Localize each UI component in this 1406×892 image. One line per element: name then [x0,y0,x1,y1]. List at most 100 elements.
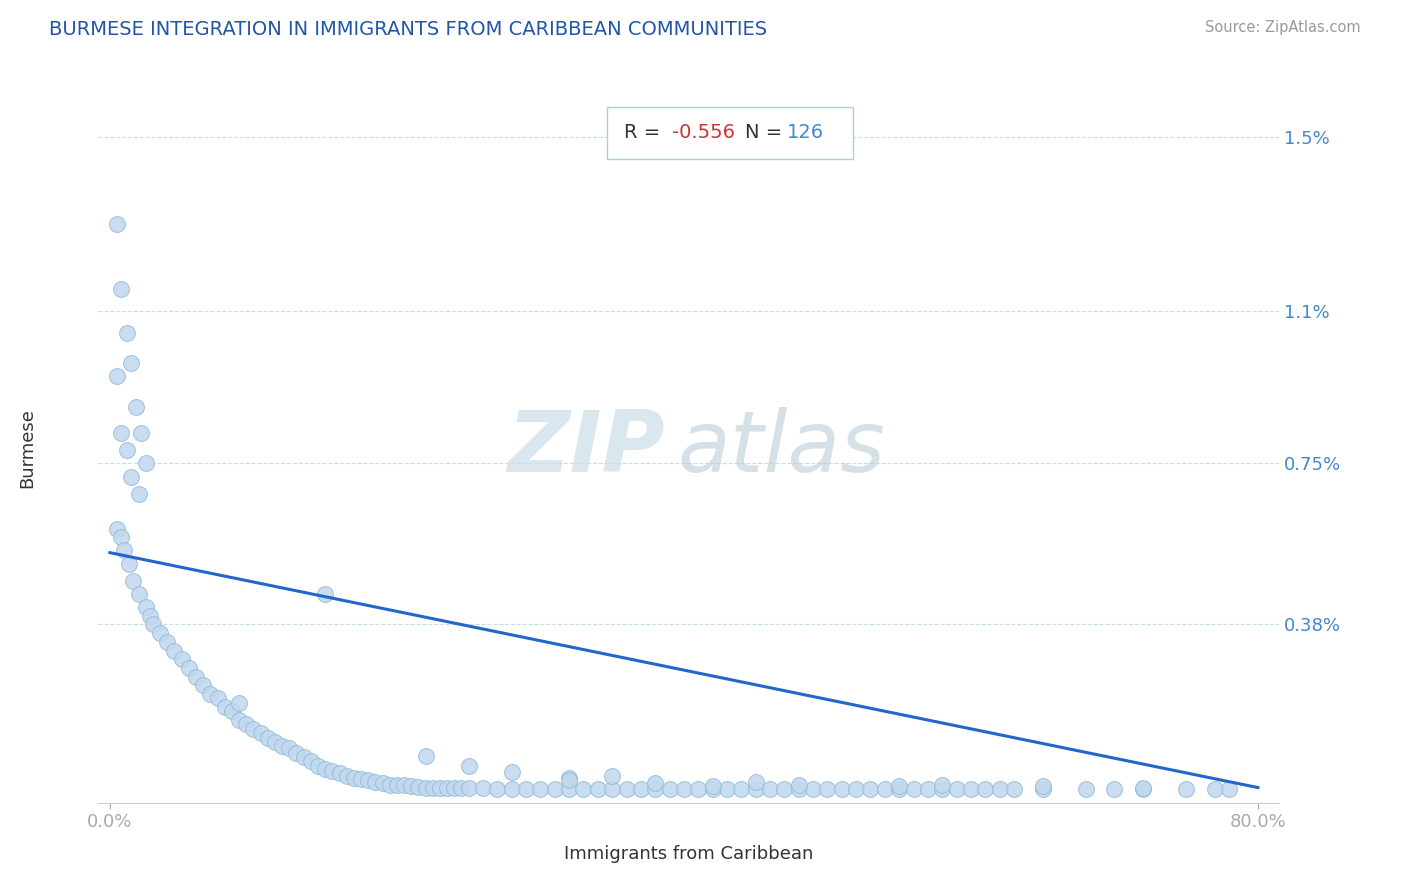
Point [450,781,472,796]
Point [131,425,153,440]
Point [221,705,243,719]
Point [501,781,523,796]
Point [120,469,142,483]
Point [350,772,373,786]
Point [278,741,301,756]
Point [572,781,595,796]
Point [385,778,408,792]
Point [156,635,179,649]
Point [264,735,287,749]
Point [207,691,229,706]
Point [307,759,329,773]
Point [616,782,638,797]
Point [135,600,157,615]
Point [903,782,925,797]
Point [256,731,278,745]
Point [228,696,250,710]
Point [364,775,387,789]
Point [988,782,1011,797]
Point [343,771,366,785]
Point [773,782,796,797]
Point [586,781,609,796]
Point [1204,782,1226,797]
Point [600,781,623,796]
Point [558,781,581,796]
Point [486,781,509,796]
Point [815,782,838,797]
Point [1032,782,1054,797]
Point [457,781,479,796]
Point [105,369,128,384]
Point [744,782,766,797]
Point [436,780,458,795]
Point [149,626,172,640]
Point [759,782,782,797]
Point [960,782,983,797]
Point [401,779,423,793]
Point [831,782,853,797]
Point [115,326,138,340]
Point [630,782,652,797]
Point [228,713,250,727]
Point [110,425,132,440]
Point [1032,779,1054,793]
Point [408,780,430,794]
Point [501,765,523,780]
Point [285,746,308,760]
Point [128,587,150,601]
Point [139,608,162,623]
Point [859,782,882,797]
Point [787,778,810,792]
Point [235,717,257,731]
Point [170,652,193,666]
Point [429,780,451,795]
Point [422,780,444,795]
Point [242,722,264,736]
Point [931,778,953,792]
Point [544,781,567,796]
Point [321,764,343,779]
Text: atlas: atlas [678,407,886,490]
Point [415,780,437,795]
Point [214,700,236,714]
Point [392,778,415,792]
Point [299,755,322,769]
Point [1175,782,1198,797]
Point [702,779,724,793]
Text: 126: 126 [787,123,824,142]
Point [931,782,953,797]
Point [1002,782,1025,797]
Text: -0.556: -0.556 [672,123,735,142]
Point [177,661,200,675]
Text: Source: ZipAtlas.com: Source: ZipAtlas.com [1205,20,1361,35]
Text: Burmese: Burmese [18,409,37,488]
Text: ZIP: ZIP [508,407,665,490]
Point [787,782,810,797]
Point [271,739,294,754]
X-axis label: Immigrants from Caribbean: Immigrants from Caribbean [564,845,814,863]
Point [658,782,681,797]
Text: N =: N = [745,123,789,142]
Point [200,687,222,701]
Point [115,443,138,458]
Point [110,282,132,296]
Point [125,400,148,414]
Point [110,530,132,544]
Point [644,782,666,797]
Point [917,782,939,797]
Point [371,776,394,790]
Point [672,782,695,797]
Point [135,457,157,471]
Point [1104,782,1126,797]
Point [112,543,135,558]
Point [328,766,350,780]
Point [845,782,868,797]
Point [702,782,724,797]
Point [378,778,401,792]
Point [314,762,336,776]
Point [889,779,911,793]
Point [105,522,128,536]
Point [873,782,896,797]
Point [600,769,623,783]
Point [357,773,380,788]
